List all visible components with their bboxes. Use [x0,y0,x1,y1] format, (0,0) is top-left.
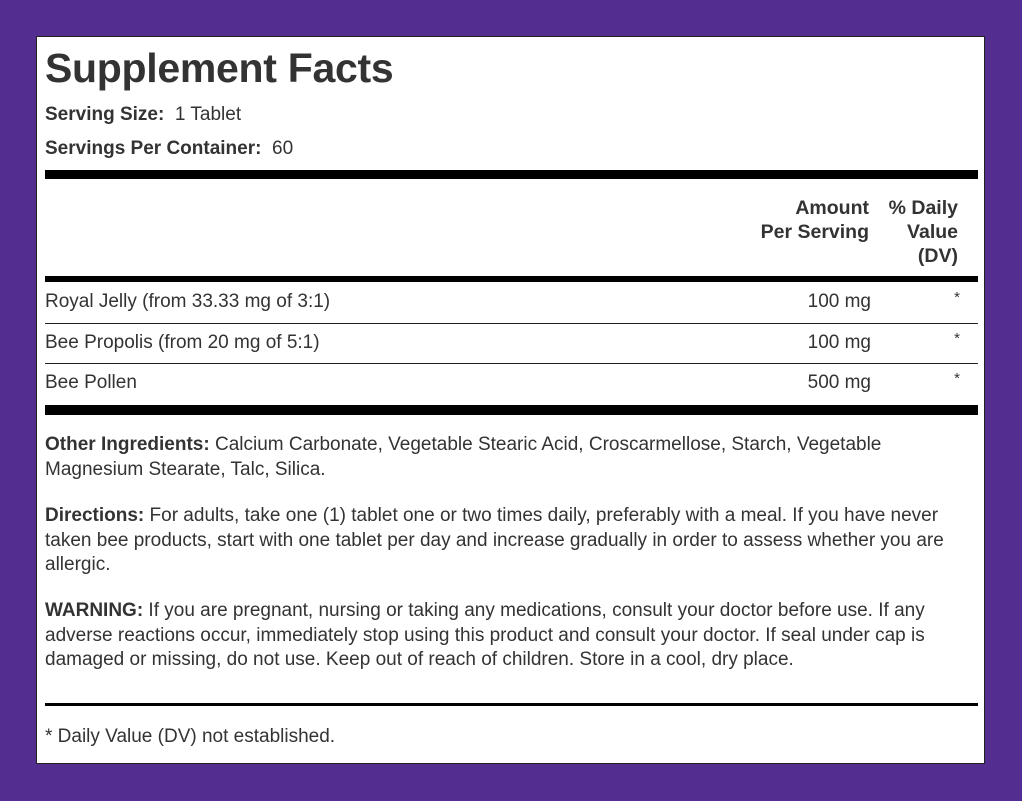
divider [45,703,978,706]
table-row: Bee Pollen 500 mg * [45,370,960,393]
supplement-facts-panel: Supplement Facts Serving Size: 1 Tablet … [36,36,985,764]
table-row: Royal Jelly (from 33.33 mg of 3:1) 100 m… [45,289,960,312]
divider-thick [45,405,978,415]
row-divider [45,323,978,324]
divider-thick [45,276,978,282]
amount-header: Amount Per Serving [760,197,869,243]
directions: Directions: For adults, take one (1) tab… [45,505,944,575]
warning: WARNING: If you are pregnant, nursing or… [45,600,925,670]
footnote: * Daily Value (DV) not established. [45,726,336,747]
dv-header: % Daily Value (DV) [888,197,958,267]
servings-per-container: Servings Per Container: 60 [45,138,294,159]
page-title: Supplement Facts [45,45,394,91]
divider-thick [45,170,978,179]
serving-size: Serving Size: 1 Tablet [45,104,242,125]
other-ingredients: Other Ingredients: Calcium Carbonate, Ve… [45,434,882,480]
table-row: Bee Propolis (from 20 mg of 5:1) 100 mg … [45,330,960,353]
row-divider [45,363,978,364]
